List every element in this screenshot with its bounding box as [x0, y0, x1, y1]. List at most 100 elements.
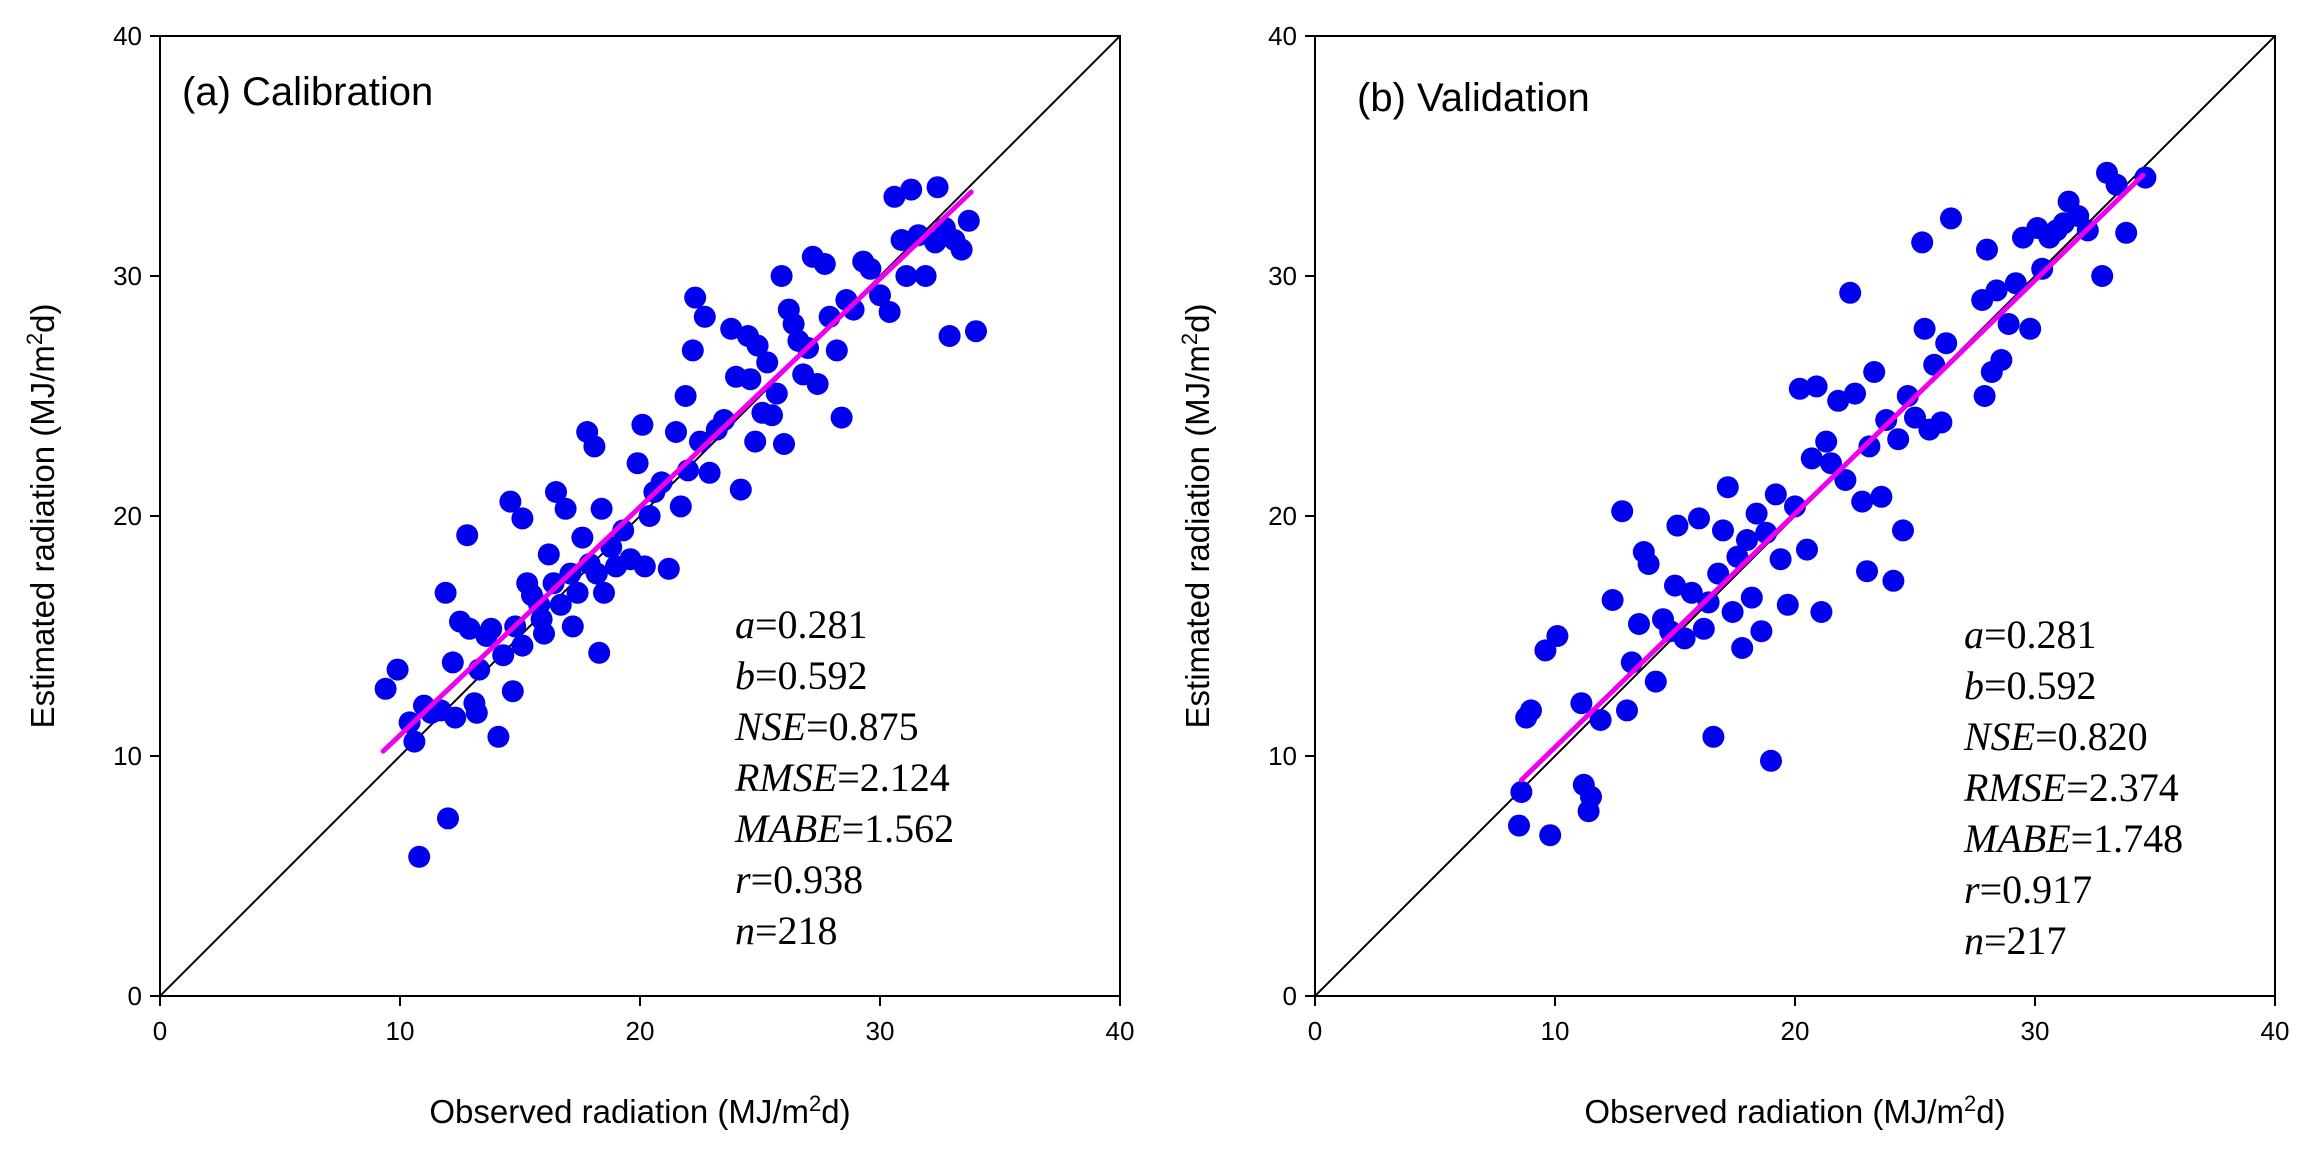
data-point: [2004, 272, 2027, 295]
data-point: [1736, 529, 1758, 551]
data-point: [914, 265, 937, 287]
data-point: [545, 481, 567, 503]
data-point: [2134, 166, 2157, 189]
stat-line: r=0.917: [1964, 867, 2092, 912]
data-point: [1863, 361, 1886, 383]
data-point: [1985, 279, 2008, 302]
data-point: [681, 339, 704, 362]
data-point: [765, 382, 788, 405]
x-tick-label: 10: [1541, 1016, 1570, 1046]
data-point: [1820, 452, 1842, 475]
data-point: [869, 284, 891, 307]
x-axis-title: Observed radiation (MJ/m2d): [1584, 1091, 2005, 1130]
data-point: [1601, 589, 1624, 611]
y-tick-label: 10: [113, 741, 142, 771]
data-point: [1760, 749, 1782, 772]
y-tick-label: 0: [1283, 981, 1297, 1011]
data-point: [773, 433, 795, 455]
plot-area: [1315, 36, 2275, 996]
data-point: [554, 497, 577, 520]
stat-line: n=217: [1964, 918, 2067, 963]
panel-validation: 0 10 20 30 40 0 10 20 30 40 Observed radiation (MJ…: [1177, 21, 2289, 1130]
data-point: [1520, 699, 1542, 722]
y-tick-label: 0: [128, 981, 142, 1011]
stat-line: NSE=0.875: [734, 704, 919, 749]
data-point: [403, 730, 426, 753]
data-point: [1882, 569, 1905, 592]
data-point: [739, 368, 762, 391]
x-tick-label: 30: [2021, 1016, 2050, 1046]
stat-line: MABE=1.748: [1963, 816, 2183, 861]
x-tick-label: 10: [386, 1016, 415, 1046]
x-tick-label: 30: [866, 1016, 895, 1046]
data-point: [782, 313, 805, 335]
data-point: [465, 701, 488, 724]
data-point: [626, 452, 649, 475]
data-point: [842, 298, 865, 321]
data-point: [1688, 507, 1710, 530]
data-point: [1844, 382, 1866, 405]
data-point: [487, 725, 510, 748]
data-point: [1707, 562, 1730, 585]
data-point: [374, 677, 397, 700]
data-point: [511, 507, 534, 530]
data-point: [938, 325, 961, 347]
data-point: [890, 229, 913, 251]
data-point: [806, 373, 829, 395]
data-point: [713, 409, 735, 431]
data-point: [408, 845, 431, 868]
data-point: [878, 301, 901, 323]
data-point: [1692, 617, 1715, 640]
data-point: [720, 317, 743, 340]
data-point: [511, 634, 534, 657]
data-point: [1570, 692, 1593, 715]
data-point: [499, 490, 522, 513]
data-point: [1721, 601, 1744, 623]
data-point: [965, 320, 987, 343]
data-point: [770, 265, 793, 287]
data-point: [1856, 560, 1878, 583]
data-point: [1913, 317, 1936, 340]
data-point: [1911, 231, 1934, 254]
data-point: [571, 526, 594, 549]
stats-annotation: a=0.281 b=0.592 NSE=0.820 RMSE=2.374 MABE=1.…: [1963, 612, 2183, 963]
data-point: [386, 658, 409, 681]
stat-line: MABE=1.562: [734, 806, 954, 851]
data-point: [583, 435, 606, 458]
data-point: [1666, 514, 1689, 537]
data-point: [566, 581, 589, 604]
data-point: [533, 622, 555, 645]
data-point: [1546, 625, 1569, 647]
data-point: [561, 615, 584, 638]
data-point: [1628, 613, 1650, 635]
plot-area: [160, 36, 1120, 996]
data-point: [900, 178, 923, 201]
data-point: [1680, 581, 1703, 604]
y-axis-title: Estimated radiation (MJ/m2d): [1177, 304, 1216, 729]
data-point: [669, 495, 692, 518]
data-point: [1796, 538, 1818, 561]
data-point: [593, 581, 615, 604]
data-point: [2031, 257, 2054, 280]
data-point: [1534, 639, 1557, 662]
data-point: [1673, 627, 1696, 650]
data-point: [1892, 519, 1914, 542]
data-point: [2115, 221, 2138, 244]
panel-title: (a) Calibration: [182, 70, 433, 114]
x-tick-label: 0: [1308, 1016, 1322, 1046]
data-point: [588, 641, 611, 664]
stat-line: NSE=0.820: [1963, 714, 2148, 759]
data-point: [1815, 430, 1838, 453]
data-point: [1875, 409, 1898, 431]
y-tick-label: 20: [1268, 501, 1297, 531]
data-point: [444, 706, 467, 729]
data-point: [633, 555, 656, 578]
data-point: [501, 680, 524, 703]
data-point: [549, 593, 572, 616]
stats-annotation: a=0.281 b=0.592 NSE=0.875 RMSE=2.124 MABE=1.…: [734, 602, 954, 953]
data-point: [1851, 490, 1874, 513]
data-point: [665, 421, 687, 443]
data-point: [1973, 385, 1996, 407]
data-point: [1508, 814, 1530, 837]
